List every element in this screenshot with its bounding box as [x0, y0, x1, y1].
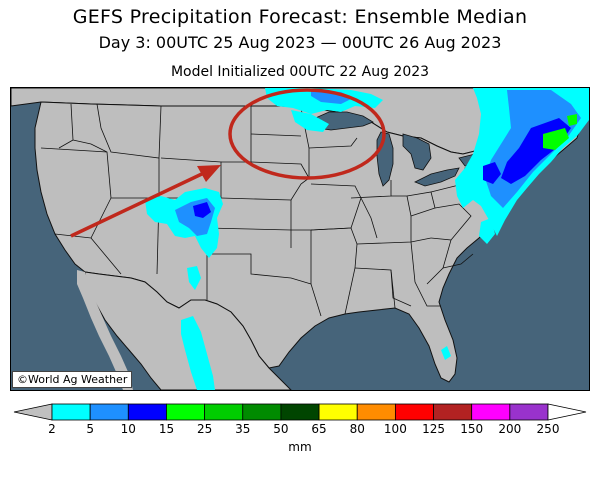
precipitation-shading	[145, 88, 589, 390]
legend-tick-label: 50	[273, 422, 289, 436]
legend-tick-label: 10	[120, 422, 136, 436]
precip-carolinas	[479, 218, 495, 244]
precip-new-mexico-south	[187, 266, 201, 290]
map-title: GEFS Precipitation Forecast: Ensemble Me…	[72, 6, 528, 28]
legend-swatch	[471, 403, 511, 421]
legend-tick-label: 15	[158, 422, 175, 436]
legend-tick-label: 25	[196, 422, 213, 436]
legend-swatch	[242, 403, 282, 421]
legend-swatch	[166, 403, 206, 421]
precip-maine-max	[567, 114, 577, 126]
precip-mexico	[181, 316, 215, 390]
precip-mid-atlantic	[483, 162, 501, 184]
legend-below-min-triangle	[13, 403, 53, 421]
lake-huron	[402, 133, 432, 171]
legend-tick-label: 80	[349, 422, 365, 436]
legend-tick-label: 5	[86, 422, 94, 436]
precip-florida	[441, 346, 451, 360]
legend-swatch	[89, 403, 129, 421]
legend-tick-label: 125	[422, 422, 445, 436]
legend-units: mm	[288, 440, 312, 454]
legend-above-max-triangle	[547, 403, 587, 421]
legend-swatch	[509, 403, 549, 421]
baja-peninsula	[77, 270, 133, 390]
precip-colorado-max	[193, 202, 211, 218]
map-canvas	[11, 88, 589, 390]
legend-swatch	[318, 403, 358, 421]
legend-swatch	[280, 403, 320, 421]
lake-erie	[414, 167, 460, 187]
legend-swatch	[204, 403, 244, 421]
annotation-arrow-shaft	[70, 170, 207, 238]
precip-lake-superior-area	[291, 110, 329, 132]
credit-label: ©World Ag Weather	[12, 371, 133, 388]
legend-tick-label: 65	[311, 422, 327, 436]
legend-tick-label: 35	[235, 422, 251, 436]
annotation-arrow-head	[197, 165, 221, 182]
legend-tick-label: 100	[383, 422, 407, 436]
legend-tick-label: 150	[460, 422, 484, 436]
legend-color-boxes	[51, 403, 549, 421]
highlight-circle	[228, 88, 386, 180]
legend-swatch	[127, 403, 167, 421]
legend-swatch	[394, 403, 434, 421]
precipitation-map: ©World Ag Weather	[10, 87, 590, 391]
model-init-time: Model Initialized 00UTC 22 Aug 2023	[170, 64, 430, 80]
legend-tick-label: 250	[536, 422, 560, 436]
legend-swatch	[356, 403, 396, 421]
legend-tick-label: 200	[498, 422, 522, 436]
legend-swatch	[51, 403, 91, 421]
precip-new-england-max	[543, 128, 569, 150]
forecast-period: Day 3: 00UTC 25 Aug 2023 — 00UTC 26 Aug …	[98, 33, 502, 52]
legend-swatch	[433, 403, 473, 421]
legend-colorbar	[13, 403, 587, 421]
legend-tick-label: 2	[48, 422, 56, 436]
